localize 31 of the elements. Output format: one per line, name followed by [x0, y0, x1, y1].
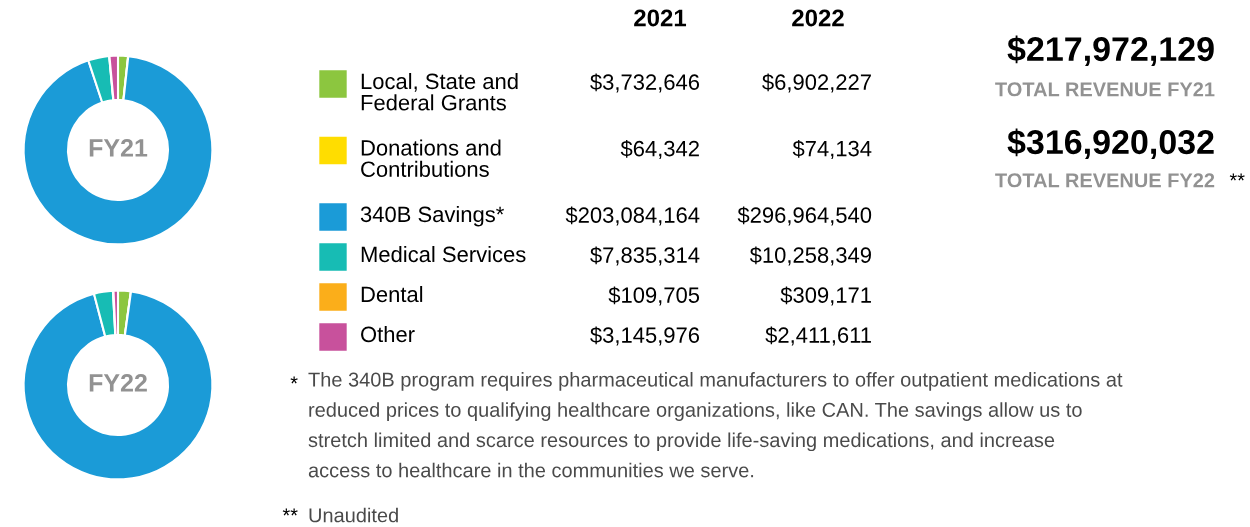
text: $316,920,032	[1007, 128, 1214, 160]
data-label: $3,145,976	[590, 326, 700, 346]
legend-label: Donations and Contributions	[361, 139, 501, 177]
slice-label: FY21	[89, 139, 148, 157]
text: *	[290, 376, 298, 384]
data-label: $3,732,646	[590, 73, 700, 93]
data-label: $10,258,349	[749, 246, 871, 266]
data-label: $6,902,227	[762, 73, 871, 93]
text: **	[282, 508, 298, 516]
text: TOTAL REVENUE FY22	[995, 173, 1215, 188]
data-label: $2,411,611	[765, 326, 871, 346]
text: TOTAL REVENUE FY21	[995, 82, 1215, 97]
text: 2022	[792, 9, 844, 27]
slice-label: FY22	[89, 374, 147, 392]
data-label: $109,705	[608, 286, 700, 306]
legend-label: Dental	[361, 286, 423, 303]
data-label: $64,342	[620, 139, 699, 159]
legend-label: Medical Services	[361, 246, 526, 263]
data-label: $7,835,314	[590, 246, 700, 266]
text: 2021	[634, 9, 687, 27]
legend-label: Local, State and Federal Grants	[361, 73, 518, 111]
text: $217,972,129	[1007, 35, 1214, 67]
data-label: $296,964,540	[737, 206, 872, 226]
data-label: $203,084,164	[565, 206, 700, 226]
text: The 340B program requires pharmaceutical manufacturers to offer outpatient medications at reduced prices to qualifying healthcare organizations, like CAN. The savings allow us to stretch limited and scarce resources to provide life-saving medications, and increase access to healthcare in the communities we serve.	[308, 372, 1123, 478]
legend-label: Other	[361, 326, 415, 343]
text: **	[1229, 173, 1245, 181]
legend-label: 340B Savings*	[360, 206, 504, 227]
data-label: $309,171	[780, 286, 871, 306]
data-label: $74,134	[792, 139, 872, 159]
text: Unaudited	[309, 507, 398, 523]
